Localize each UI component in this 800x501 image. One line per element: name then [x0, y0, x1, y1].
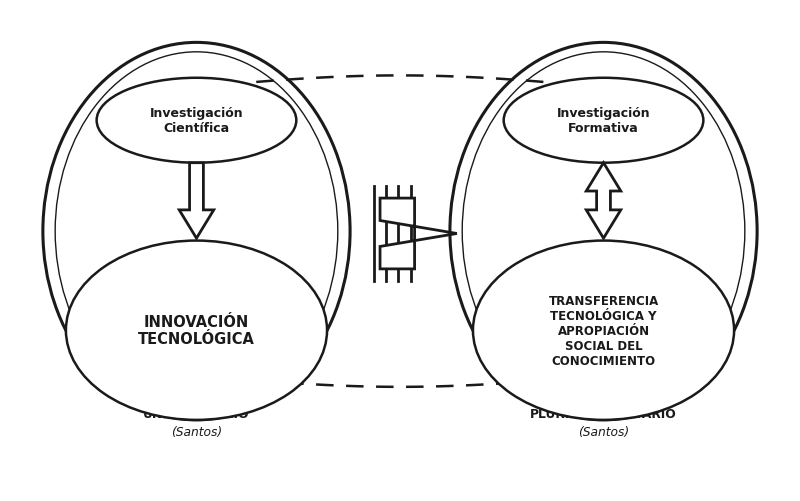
Text: (Santos): (Santos)	[171, 425, 222, 438]
Text: (Santos): (Santos)	[578, 425, 629, 438]
Ellipse shape	[473, 241, 734, 420]
Polygon shape	[380, 199, 457, 270]
Ellipse shape	[504, 79, 703, 163]
Text: INNOVACIÓN
TECNOLÓGICA: INNOVACIÓN TECNOLÓGICA	[138, 315, 255, 347]
Text: Investigación
Formativa: Investigación Formativa	[557, 107, 650, 135]
Text: Investigación
Científica: Investigación Científica	[150, 107, 243, 135]
Text: UNIVERSITARIO: UNIVERSITARIO	[143, 407, 250, 420]
Text: MODO 2 (Gibbons et al. ): MODO 2 (Gibbons et al. )	[518, 372, 690, 385]
Ellipse shape	[450, 43, 757, 420]
Polygon shape	[179, 163, 214, 238]
Text: MODO 1 (Gibbons et al. ): MODO 1 (Gibbons et al. )	[110, 372, 282, 385]
Ellipse shape	[97, 79, 296, 163]
Ellipse shape	[66, 241, 327, 420]
Ellipse shape	[43, 43, 350, 420]
Text: TRANSFERENCIA
TECNOLÓGICA Y
APROPIACIÓN
SOCIAL DEL
CONOCIMIENTO: TRANSFERENCIA TECNOLÓGICA Y APROPIACIÓN …	[548, 294, 658, 367]
Text: CONOCIMIENTO: CONOCIMIENTO	[550, 390, 658, 402]
Polygon shape	[586, 163, 621, 238]
Text: PLURIUNIVERSITARIO: PLURIUNIVERSITARIO	[530, 407, 677, 420]
Text: CONOCIMIENTO: CONOCIMIENTO	[142, 390, 250, 402]
